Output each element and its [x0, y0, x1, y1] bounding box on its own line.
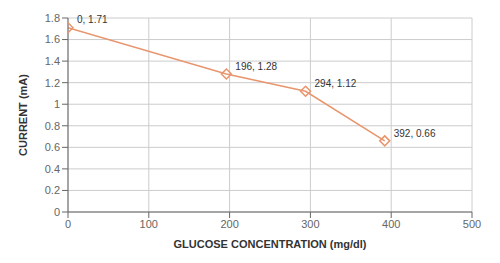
svg-text:0: 0: [65, 218, 71, 230]
svg-text:0.4: 0.4: [45, 163, 60, 175]
svg-text:300: 300: [301, 218, 319, 230]
svg-text:CURRENT (mA): CURRENT (mA): [17, 74, 29, 156]
svg-text:392, 0.66: 392, 0.66: [394, 128, 436, 139]
svg-text:0.6: 0.6: [45, 141, 60, 153]
svg-text:294, 1.12: 294, 1.12: [315, 78, 357, 89]
svg-text:400: 400: [382, 218, 400, 230]
svg-text:1.2: 1.2: [45, 77, 60, 89]
svg-text:1: 1: [54, 98, 60, 110]
svg-text:200: 200: [220, 218, 238, 230]
svg-text:500: 500: [463, 218, 481, 230]
svg-text:196, 1.28: 196, 1.28: [235, 61, 277, 72]
svg-text:0: 0: [54, 206, 60, 218]
svg-text:1.6: 1.6: [45, 33, 60, 45]
svg-text:0.2: 0.2: [45, 184, 60, 196]
svg-text:1.4: 1.4: [45, 55, 60, 67]
svg-text:GLUCOSE CONCENTRATION (mg/dl): GLUCOSE CONCENTRATION (mg/dl): [174, 238, 367, 250]
svg-text:0.8: 0.8: [45, 120, 60, 132]
svg-text:1.8: 1.8: [45, 12, 60, 24]
svg-text:100: 100: [140, 218, 158, 230]
svg-text:0, 1.71: 0, 1.71: [77, 14, 108, 25]
